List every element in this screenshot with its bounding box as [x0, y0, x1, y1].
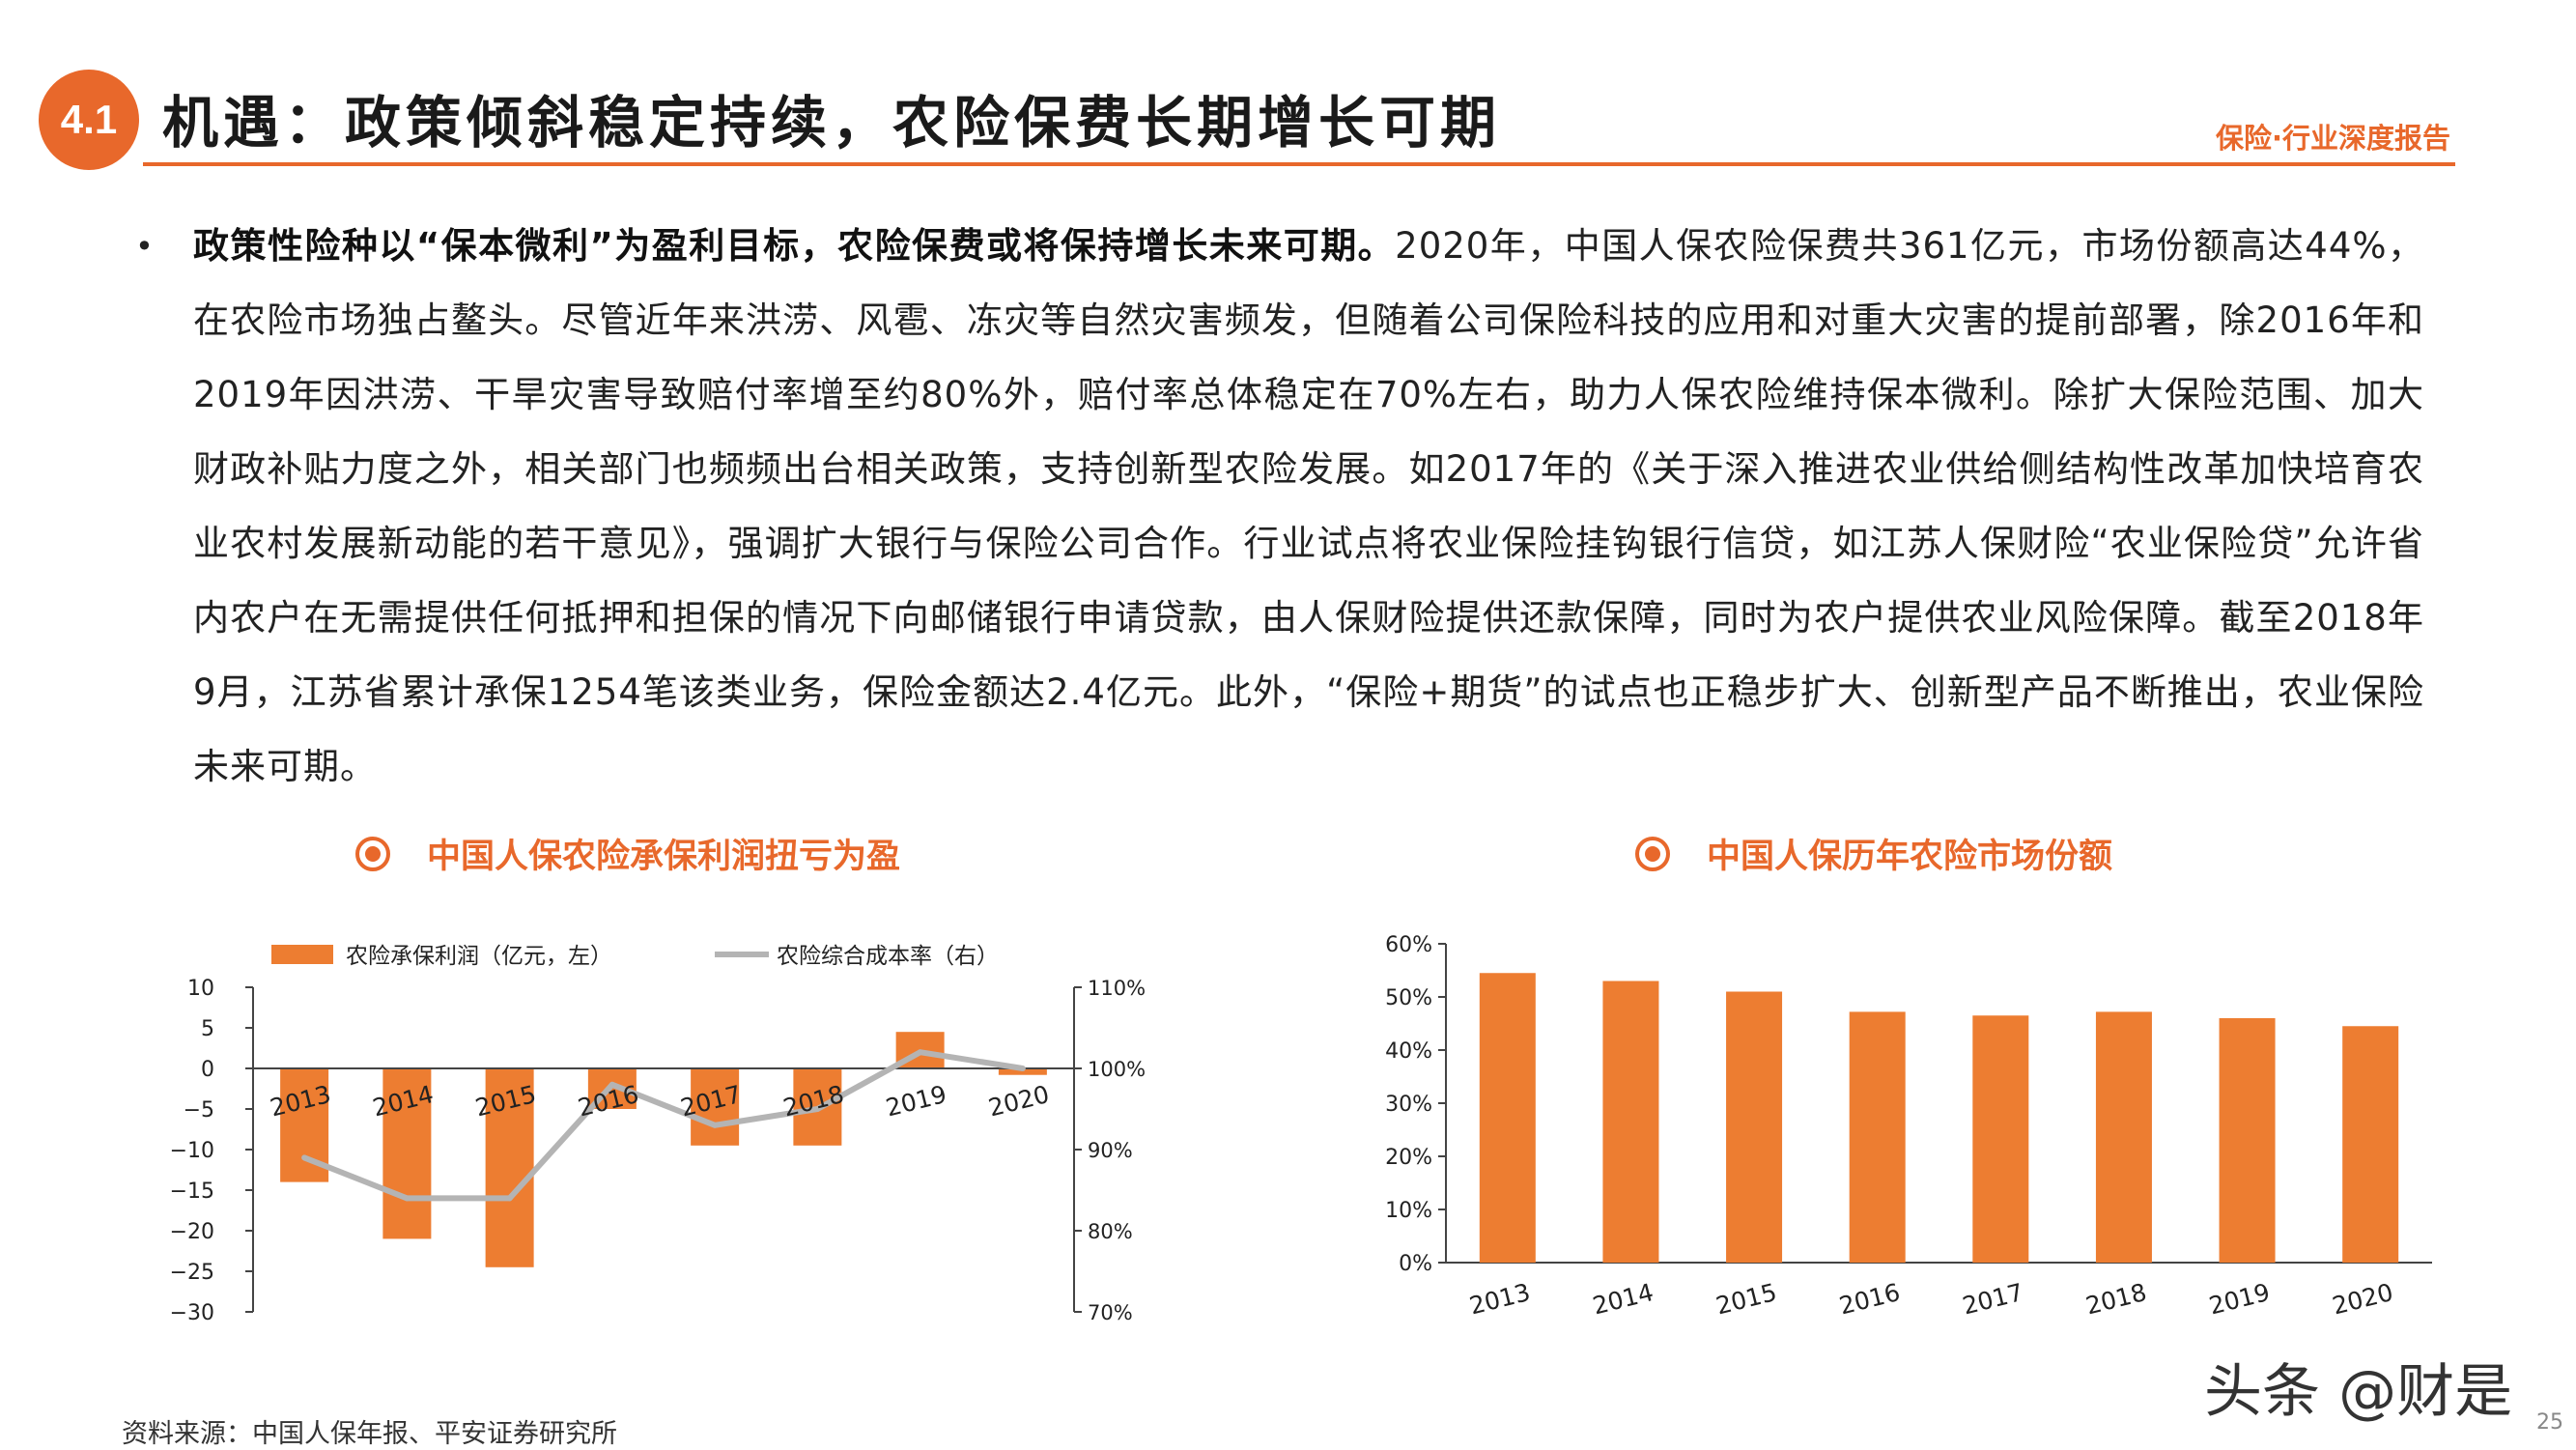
share-y-tick-label: 60% — [1385, 933, 1432, 957]
y2-tick-label: 90% — [1088, 1139, 1133, 1162]
cost-ratio-point — [1019, 1066, 1026, 1071]
share-x-tick-label: 2020 — [2330, 1278, 2396, 1321]
profit-bar — [691, 1068, 740, 1146]
share-x-tick-label: 2015 — [1713, 1278, 1780, 1321]
share-y-tick-label: 50% — [1385, 986, 1432, 1010]
page-number: 25 — [2536, 1410, 2563, 1435]
section-number-badge: 4.1 — [39, 70, 139, 170]
share-y-tick-label: 30% — [1385, 1093, 1432, 1117]
left-chart-title: 中国人保农险承保利润扭亏为盈 — [355, 829, 900, 878]
share-x-tick-label: 2019 — [2206, 1278, 2273, 1321]
profit-bar — [382, 1068, 432, 1239]
source-note: 资料来源：中国人保年报、平安证券研究所 — [122, 1419, 617, 1449]
page-title: 机遇：政策倾斜稳定持续，农险保费长期增长可期 — [162, 90, 1502, 156]
paragraph-text: 2020年，中国人保农险保费共361亿元，市场份额高达44%，在农险市场独占鳌头… — [193, 225, 2424, 787]
report-tagline: 保险·行业深度报告 — [2215, 122, 2450, 155]
profit-bar — [998, 1068, 1047, 1075]
y2-tick-label: 70% — [1088, 1301, 1133, 1324]
share-x-tick-label: 2014 — [1590, 1278, 1656, 1321]
cost-ratio-point — [712, 1122, 719, 1128]
paragraph-lead: 政策性险种以“保本微利”为盈利目标，农险保费或将保持增长未来可期。 — [193, 225, 1396, 267]
left-chart-title-text: 中国人保农险承保利润扭亏为盈 — [427, 838, 901, 876]
body-paragraph: 政策性险种以“保本微利”为盈利目标，农险保费或将保持增长未来可期。2020年，中… — [193, 209, 2424, 804]
y-tick-label: −20 — [170, 1220, 214, 1244]
share-x-tick-label: 2013 — [1466, 1278, 1533, 1321]
x-tick-label: 2019 — [883, 1080, 949, 1123]
legend-bar-label: 农险承保利润（亿元，左） — [346, 944, 612, 969]
share-bar — [1972, 1015, 2029, 1263]
share-bar — [1849, 1011, 1906, 1263]
share-bar — [1479, 973, 1536, 1263]
y-tick-label: −25 — [170, 1261, 214, 1285]
share-bar — [2342, 1026, 2399, 1263]
y-tick-label: 10 — [187, 977, 214, 1001]
cost-ratio-point — [506, 1195, 513, 1202]
x-tick-label: 2016 — [575, 1080, 641, 1123]
y-tick-label: −10 — [170, 1139, 214, 1163]
x-tick-label: 2020 — [985, 1080, 1052, 1123]
cost-ratio-point — [404, 1195, 410, 1202]
cost-ratio-point — [917, 1049, 923, 1056]
target-icon — [355, 836, 390, 871]
share-x-tick-label: 2016 — [1836, 1278, 1903, 1321]
share-y-tick-label: 10% — [1385, 1199, 1432, 1223]
y2-tick-label: 80% — [1088, 1220, 1133, 1243]
y-tick-label: 0 — [201, 1058, 214, 1082]
share-bar — [1602, 981, 1659, 1263]
right-chart-title: 中国人保历年农险市场份额 — [1635, 829, 2112, 878]
cost-ratio-point — [609, 1081, 615, 1088]
right-chart-title-text: 中国人保历年农险市场份额 — [1707, 838, 2113, 876]
legend-bar-swatch — [271, 945, 333, 964]
share-y-tick-label: 20% — [1385, 1146, 1432, 1170]
y2-tick-label: 100% — [1088, 1058, 1146, 1081]
target-icon — [1635, 836, 1670, 871]
cost-ratio-point — [301, 1154, 308, 1161]
share-y-tick-label: 40% — [1385, 1039, 1432, 1064]
share-x-tick-label: 2018 — [2083, 1278, 2150, 1321]
cost-ratio-line — [303, 1049, 1024, 1202]
y-tick-label: 5 — [201, 1017, 214, 1041]
share-x-tick-label: 2017 — [1960, 1278, 2026, 1321]
y-tick-label: −5 — [184, 1098, 214, 1123]
share-bar — [2095, 1011, 2152, 1263]
watermark: 头条 @财是 — [2204, 1358, 2513, 1426]
cost-ratio-point — [814, 1106, 821, 1112]
y2-tick-label: 110% — [1088, 977, 1146, 1000]
title-underline — [143, 162, 2455, 166]
share-bar — [2219, 1018, 2276, 1263]
y-tick-label: −15 — [170, 1180, 214, 1204]
bullet-point: • — [135, 228, 154, 265]
share-y-tick-label: 0% — [1399, 1252, 1432, 1276]
profit-bar — [485, 1068, 534, 1267]
legend-line-label: 农险综合成本率（右） — [777, 944, 999, 969]
y-tick-label: −30 — [170, 1301, 214, 1325]
share-bar — [1726, 991, 1783, 1263]
